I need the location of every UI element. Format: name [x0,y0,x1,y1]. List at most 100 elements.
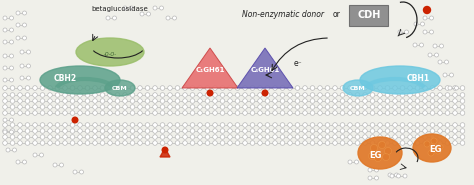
Circle shape [430,135,435,139]
Circle shape [10,129,15,133]
Circle shape [310,123,315,127]
Circle shape [9,28,13,32]
Circle shape [160,86,165,90]
Circle shape [423,86,427,90]
Circle shape [9,16,13,20]
Circle shape [93,129,97,133]
Circle shape [265,105,270,109]
Circle shape [325,141,330,145]
Circle shape [318,111,322,115]
Circle shape [340,111,345,115]
Circle shape [33,141,37,145]
Circle shape [85,93,90,97]
Circle shape [175,93,180,97]
Circle shape [22,11,27,15]
Circle shape [265,123,270,127]
Circle shape [55,135,60,139]
Circle shape [205,86,210,90]
Circle shape [394,173,399,177]
Circle shape [403,174,407,178]
Circle shape [168,129,173,133]
Circle shape [423,30,427,34]
Circle shape [33,135,37,139]
Circle shape [220,129,225,133]
Circle shape [453,141,457,145]
Circle shape [123,99,128,103]
Circle shape [453,86,457,90]
Circle shape [310,99,315,103]
Circle shape [265,93,270,97]
Circle shape [168,93,173,97]
Circle shape [438,60,442,64]
Circle shape [340,105,345,109]
Circle shape [18,135,22,139]
Circle shape [48,99,52,103]
Circle shape [33,111,37,115]
Circle shape [325,105,330,109]
Circle shape [228,93,232,97]
Circle shape [100,111,105,115]
Circle shape [168,123,173,127]
Circle shape [385,105,390,109]
Circle shape [404,30,409,34]
Circle shape [220,141,225,145]
Circle shape [392,135,397,139]
Circle shape [265,141,270,145]
Circle shape [348,105,352,109]
Circle shape [460,135,465,139]
Circle shape [370,123,375,127]
Circle shape [355,111,360,115]
Circle shape [355,135,360,139]
Circle shape [295,135,300,139]
Circle shape [100,123,105,127]
Circle shape [460,123,465,127]
Circle shape [160,135,165,139]
Circle shape [333,123,337,127]
Circle shape [385,86,390,90]
Circle shape [3,129,7,133]
Circle shape [48,93,52,97]
Circle shape [130,93,135,97]
Circle shape [70,141,75,145]
Circle shape [70,129,75,133]
Circle shape [40,99,45,103]
Circle shape [258,93,262,97]
Circle shape [160,129,165,133]
Circle shape [265,135,270,139]
Circle shape [16,36,20,40]
Circle shape [363,111,367,115]
Circle shape [438,135,442,139]
Circle shape [168,111,173,115]
Circle shape [153,93,157,97]
Circle shape [310,111,315,115]
Circle shape [265,129,270,133]
Circle shape [33,153,37,157]
Circle shape [430,123,435,127]
Circle shape [22,36,27,40]
Circle shape [22,23,27,27]
Circle shape [160,93,165,97]
Circle shape [108,99,112,103]
Circle shape [288,123,292,127]
Circle shape [333,141,337,145]
Circle shape [213,141,217,145]
Circle shape [445,135,450,139]
Circle shape [190,135,195,139]
Circle shape [445,99,450,103]
Circle shape [333,105,337,109]
Circle shape [190,111,195,115]
Circle shape [40,111,45,115]
Circle shape [408,135,412,139]
Text: EG: EG [370,151,382,159]
Circle shape [108,105,112,109]
Circle shape [392,105,397,109]
Circle shape [318,129,322,133]
Circle shape [429,16,434,20]
Circle shape [6,148,10,152]
Circle shape [228,99,232,103]
Circle shape [138,135,142,139]
Circle shape [303,129,307,133]
Circle shape [348,160,352,164]
Circle shape [310,129,315,133]
Circle shape [115,86,120,90]
